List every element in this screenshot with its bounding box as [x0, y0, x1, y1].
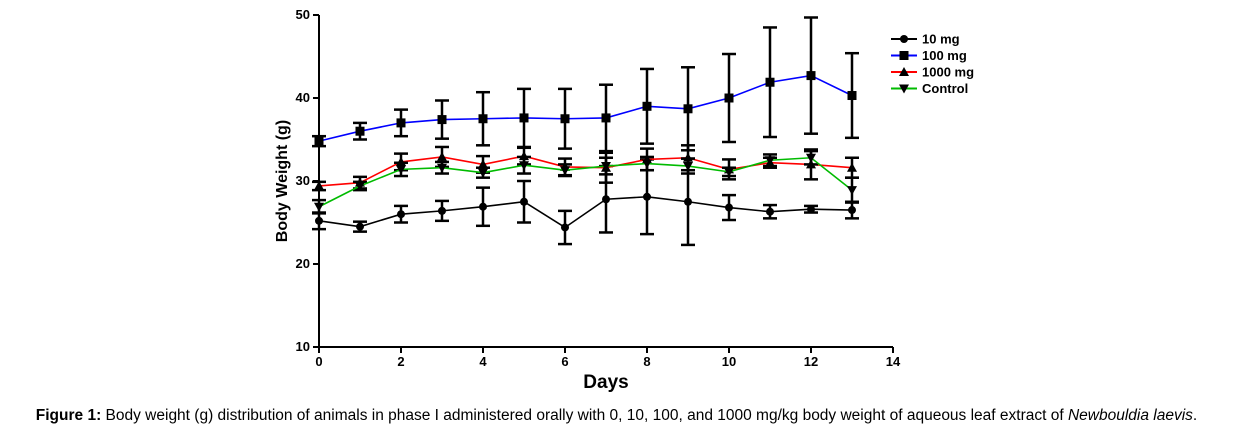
y-tick-label: 50 [296, 7, 310, 22]
legend-marker [899, 51, 909, 60]
data-point [848, 206, 856, 215]
data-point [847, 162, 857, 172]
x-tick-label: 2 [397, 354, 404, 369]
data-point [806, 153, 816, 163]
chart-area: 10 20 30 40 50 0 2 4 6 8 10 12 14 Days Body Weight (g)… [274, 7, 974, 393]
y-tick-label: 30 [296, 173, 310, 188]
x-tick-label: 10 [722, 354, 736, 369]
data-point [437, 151, 447, 161]
data-point [765, 156, 775, 166]
data-point [356, 222, 364, 231]
x-tick-label: 4 [479, 354, 487, 369]
figure-caption: Figure 1: Body weight (g) distribution o… [0, 407, 1233, 425]
data-point [560, 114, 570, 124]
x-tick-label: 0 [315, 354, 322, 369]
data-point [561, 223, 569, 232]
data-point [314, 136, 324, 146]
data-point [847, 91, 857, 101]
caption-end: . [1192, 407, 1198, 424]
data-point [807, 205, 815, 214]
data-point [520, 197, 528, 206]
data-point [478, 114, 488, 124]
data-point [314, 180, 324, 190]
data-point [478, 159, 488, 169]
series-line [318, 74, 853, 142]
legend-marker [899, 84, 909, 94]
data-point [642, 159, 652, 169]
legend-marker [899, 67, 909, 76]
data-point [437, 163, 447, 173]
data-point [519, 113, 529, 123]
data-point [355, 181, 365, 191]
data-point [724, 167, 734, 177]
y-tick-label: 20 [296, 256, 310, 271]
data-point [315, 216, 323, 225]
y-tick-label: 10 [296, 339, 310, 354]
x-tick-label: 12 [804, 354, 818, 369]
series-line [318, 195, 853, 229]
data-point [314, 202, 324, 212]
data-point [724, 93, 734, 103]
data-point [396, 118, 406, 128]
data-point [438, 206, 446, 215]
data-point [560, 166, 570, 176]
series-line [318, 155, 853, 187]
data-point [519, 161, 529, 171]
series-line [318, 156, 853, 208]
data-point [355, 126, 365, 136]
y-tick-label: 40 [296, 90, 310, 105]
series-control [312, 149, 859, 215]
data-point [683, 162, 693, 172]
line-chart: 10 20 30 40 50 0 2 4 6 8 10 12 14 Days Body Weight (g)… [274, 7, 974, 393]
data-point [806, 71, 816, 81]
data-point [601, 162, 611, 172]
x-axis-label: Days [583, 372, 628, 393]
data-point [478, 168, 488, 178]
caption-label: Figure 1: [35, 407, 102, 424]
y-axis-label: Body Weight (g) [274, 120, 291, 242]
legend-label: 1000 mg [922, 65, 974, 80]
legend-label: 10 mg [922, 32, 960, 47]
x-tick-label: 14 [886, 354, 901, 369]
series-100-mg [312, 16, 859, 153]
data-point [766, 207, 774, 216]
legend-label: 100 mg [922, 48, 967, 63]
data-point [479, 202, 487, 211]
caption-text: Body weight (g) distribution of animals … [105, 407, 1064, 424]
legend-marker [900, 35, 908, 43]
data-point [643, 192, 651, 201]
data-point [684, 197, 692, 206]
data-point [601, 113, 611, 123]
legend-label: Control [922, 81, 968, 96]
data-point [847, 186, 857, 196]
data-point [765, 77, 775, 87]
caption-species: Newbouldia laevis [1067, 407, 1193, 424]
data-point [437, 115, 447, 125]
data-point [725, 203, 733, 212]
data-point [396, 165, 406, 175]
x-tick-label: 8 [643, 354, 650, 369]
data-point [602, 195, 610, 204]
x-tick-label: 6 [561, 354, 568, 369]
data-point [683, 104, 693, 114]
data-point [642, 101, 652, 111]
data-point [397, 210, 405, 219]
